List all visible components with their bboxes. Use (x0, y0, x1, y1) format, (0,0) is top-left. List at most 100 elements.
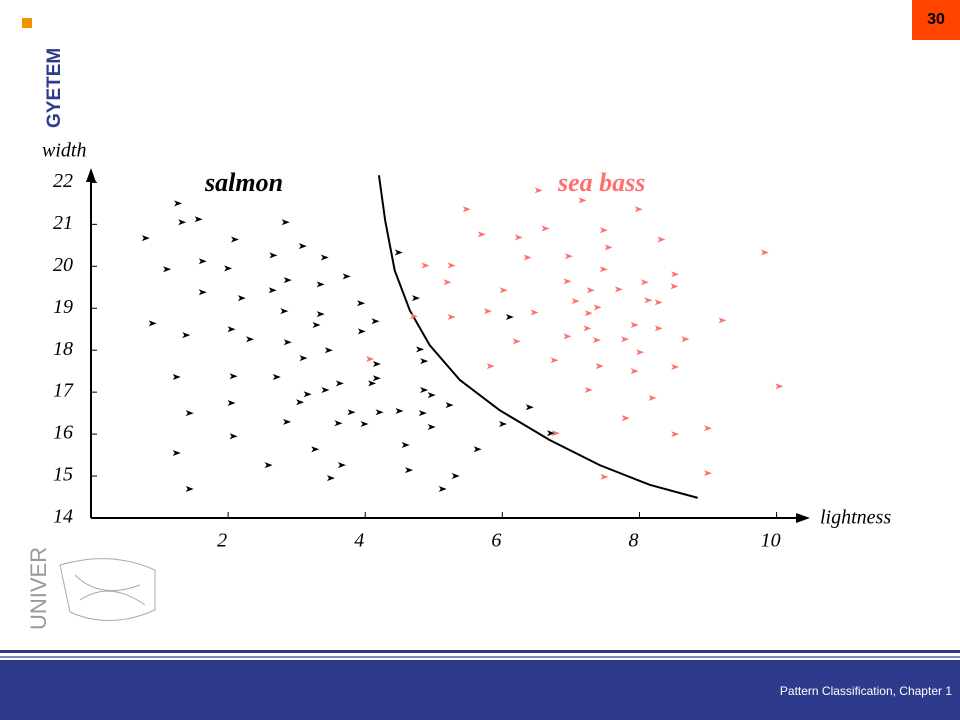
point (427, 392, 436, 399)
point (324, 347, 333, 354)
point (563, 278, 572, 285)
y-tick-label: 15 (53, 464, 73, 486)
point (578, 197, 587, 204)
point (395, 408, 404, 415)
point (172, 374, 181, 381)
point (621, 415, 630, 422)
point (445, 402, 454, 409)
point (584, 310, 593, 317)
y-axis-label: width (42, 140, 86, 162)
point (405, 467, 414, 474)
point (640, 279, 649, 286)
point (303, 391, 312, 398)
point (299, 355, 308, 362)
point (447, 314, 456, 321)
footer-line (0, 650, 960, 653)
point (409, 313, 418, 320)
point (483, 308, 492, 315)
x-axis-label: lightness (820, 507, 891, 529)
point (194, 216, 203, 223)
point (141, 235, 150, 242)
point (462, 206, 471, 213)
point (499, 421, 508, 428)
decision-boundary (377, 175, 698, 499)
side-text: UNIVER (26, 547, 51, 630)
x-tick-label: 2 (217, 530, 227, 552)
slide-number-box (912, 0, 960, 40)
crest (59, 558, 156, 621)
point (334, 420, 343, 427)
point (298, 243, 307, 250)
y-axis-arrow (86, 168, 96, 182)
point (473, 446, 482, 453)
point (438, 486, 447, 493)
point (163, 266, 172, 273)
point (230, 236, 239, 243)
point (320, 254, 329, 261)
point (671, 431, 680, 438)
point (636, 349, 645, 356)
point (316, 311, 325, 318)
point (264, 462, 273, 469)
point (321, 387, 330, 394)
point (172, 449, 181, 456)
point (583, 325, 592, 332)
point (224, 265, 233, 272)
point (592, 337, 601, 344)
point (280, 308, 289, 315)
point (148, 320, 157, 327)
point (421, 262, 430, 269)
point (401, 442, 410, 449)
x-tick-label: 6 (491, 530, 501, 552)
point (372, 375, 381, 382)
point (420, 387, 429, 394)
point (447, 262, 456, 269)
point (614, 286, 623, 293)
point (368, 380, 377, 387)
point (357, 300, 366, 307)
x-axis-arrow (796, 513, 810, 523)
point (600, 473, 609, 480)
point (451, 473, 460, 480)
point (593, 304, 602, 311)
y-tick-label: 14 (53, 506, 73, 528)
point (174, 200, 183, 207)
point (246, 336, 255, 343)
logo-text: GYETEM (44, 48, 65, 128)
y-tick-label: 19 (53, 296, 73, 318)
point (443, 279, 452, 286)
point (564, 253, 573, 260)
point (268, 287, 277, 294)
point (530, 309, 539, 316)
point (283, 277, 292, 284)
point (337, 462, 346, 469)
point (523, 254, 532, 261)
point (335, 380, 344, 387)
y-tick-label: 18 (53, 338, 73, 360)
point (718, 317, 727, 324)
point (704, 425, 713, 432)
point (477, 231, 486, 238)
point (599, 227, 608, 234)
point (357, 328, 366, 335)
y-tick-label: 22 (53, 170, 73, 192)
point (316, 281, 325, 288)
point (182, 332, 191, 339)
series-label: sea bass (557, 168, 645, 197)
point (604, 244, 613, 251)
point (185, 410, 194, 417)
point (534, 187, 543, 194)
point (420, 358, 429, 365)
point (198, 289, 207, 296)
point (654, 325, 663, 332)
point (586, 287, 595, 294)
point (681, 336, 690, 343)
point (654, 299, 663, 306)
point (418, 410, 427, 417)
y-tick-label: 17 (53, 380, 74, 402)
point (621, 336, 630, 343)
point (237, 295, 246, 302)
x-tick-label: 8 (628, 530, 638, 552)
point (411, 295, 420, 302)
